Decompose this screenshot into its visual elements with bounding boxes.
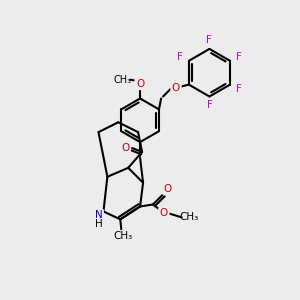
- Text: N: N: [94, 210, 102, 220]
- Text: CH₃: CH₃: [114, 231, 133, 241]
- Text: O: O: [172, 82, 180, 93]
- Text: CH₃: CH₃: [113, 75, 131, 85]
- Text: F: F: [236, 84, 242, 94]
- Text: O: O: [160, 208, 168, 218]
- Text: O: O: [121, 143, 129, 153]
- Text: F: F: [177, 52, 183, 62]
- Text: F: F: [236, 52, 242, 62]
- Text: CH₃: CH₃: [179, 212, 198, 222]
- Text: O: O: [164, 184, 172, 194]
- Text: O: O: [136, 79, 144, 88]
- Text: F: F: [206, 100, 212, 110]
- Text: F: F: [206, 35, 212, 45]
- Text: H: H: [94, 219, 102, 229]
